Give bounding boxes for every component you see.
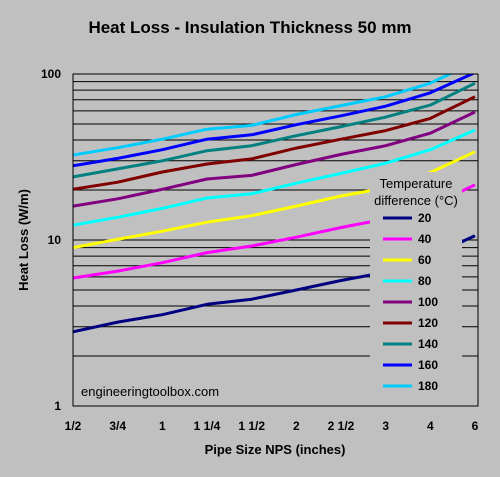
x-tick-label: 6 bbox=[472, 419, 479, 433]
x-tick-label: 4 bbox=[427, 419, 434, 433]
legend-label-120: 120 bbox=[418, 316, 438, 330]
x-tick-label: 3 bbox=[382, 419, 389, 433]
series-line-160 bbox=[73, 74, 476, 168]
series-line-180 bbox=[73, 74, 454, 157]
watermark-text: engineeringtoolbox.com bbox=[81, 384, 219, 399]
series-line-140 bbox=[73, 81, 476, 179]
x-axis-label: Pipe Size NPS (inches) bbox=[205, 442, 346, 457]
x-tick-label: 1/2 bbox=[65, 419, 82, 433]
y-tick-label: 1 bbox=[54, 399, 61, 413]
series-line-120 bbox=[73, 95, 476, 191]
legend-label-140: 140 bbox=[418, 337, 438, 351]
y-tick-label: 10 bbox=[48, 233, 62, 247]
x-tick-label: 2 1/2 bbox=[328, 419, 355, 433]
x-tick-label: 1 bbox=[159, 419, 166, 433]
legend-label-80: 80 bbox=[418, 274, 432, 288]
series-line-100 bbox=[73, 110, 476, 208]
y-axis-label: Heat Loss (W/m) bbox=[16, 189, 31, 291]
legend-subtitle: difference (°C) bbox=[374, 193, 458, 208]
legend-label-60: 60 bbox=[418, 253, 432, 267]
legend-label-40: 40 bbox=[418, 232, 432, 246]
plot-frame bbox=[72, 73, 479, 407]
legend-title: Temperature bbox=[380, 176, 453, 191]
chart-title: Heat Loss - Insulation Thickness 50 mm bbox=[88, 18, 412, 37]
x-tick-label: 1 1/4 bbox=[194, 419, 221, 433]
x-tick-label: 1 1/2 bbox=[238, 419, 265, 433]
x-tick-label: 2 bbox=[293, 419, 300, 433]
legend-label-100: 100 bbox=[418, 295, 438, 309]
x-tick-label: 3/4 bbox=[109, 419, 126, 433]
legend-label-180: 180 bbox=[418, 379, 438, 393]
legend-label-20: 20 bbox=[418, 211, 432, 225]
series-line-80 bbox=[73, 128, 476, 227]
y-tick-label: 100 bbox=[41, 67, 61, 81]
legend-label-160: 160 bbox=[418, 358, 438, 372]
